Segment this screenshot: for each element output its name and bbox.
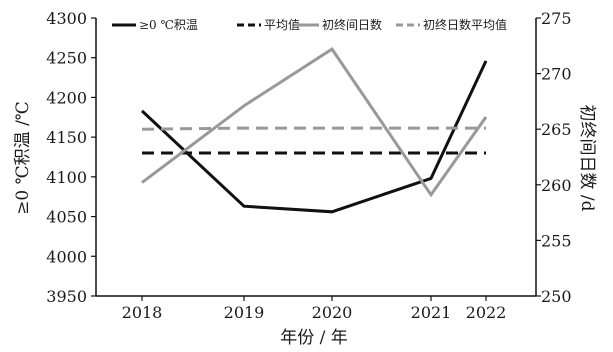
left-y-tick-label: 3950: [46, 287, 87, 306]
legend-label: 初终间日数: [322, 17, 382, 32]
legend-label: ≥0 ℃积温: [139, 18, 198, 32]
right-y-tick-label: 265: [541, 120, 572, 139]
legend-label: 平均值: [264, 17, 300, 32]
left-y-tick-label: 4250: [46, 49, 87, 68]
legend: ≥0 ℃积温 平均值 初终间日数 初终日数平均值: [112, 17, 507, 32]
x-tick-label: 2021: [411, 303, 452, 322]
right-y-axis-title: 初终间日数 /d: [577, 104, 597, 211]
series-line-1: [140, 60, 488, 214]
right-y-tick-label: 270: [541, 65, 572, 84]
axes: [95, 18, 537, 297]
right-y-tick-label: 255: [541, 231, 572, 250]
x-tick-label: 2019: [224, 303, 265, 322]
legend-label: 初终日数平均值: [423, 17, 507, 32]
series-line-3: [141, 47, 488, 198]
series-line-4: [141, 126, 486, 131]
x-tick-label: 2020: [312, 303, 353, 322]
right-y-tick-label: 250: [541, 287, 572, 306]
right-y-tick-label: 275: [541, 9, 572, 28]
left-y-tick-label: 4100: [46, 168, 87, 187]
left-y-tick-label: 4000: [46, 247, 87, 266]
right-y-tick-label: 260: [541, 176, 572, 195]
left-y-tick-label: 4300: [46, 9, 87, 28]
ticks: 3950 4000 4050 4100 4150 4200 4250 4300 250 255 26…: [46, 9, 571, 322]
left-y-tick-label: 4050: [46, 208, 87, 227]
left-y-axis-title: ≥0 ℃积温 /℃: [13, 101, 33, 215]
series: [140, 47, 488, 214]
left-y-tick-label: 4200: [46, 88, 87, 107]
left-y-tick-label: 4150: [46, 128, 87, 147]
x-tick-label: 2022: [466, 303, 507, 322]
x-tick-label: 2018: [122, 303, 163, 322]
x-axis-title: 年份 / 年: [280, 328, 348, 348]
